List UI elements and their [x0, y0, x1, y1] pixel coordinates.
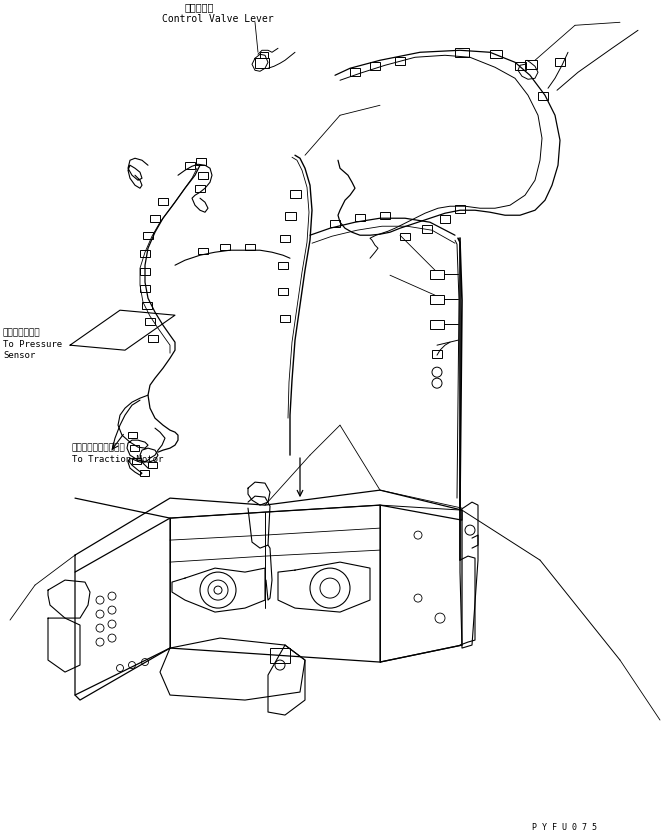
Bar	[140, 285, 150, 292]
Bar	[198, 248, 208, 254]
Text: 日カセンサーへ: 日カセンサーへ	[3, 328, 41, 337]
Bar	[220, 244, 230, 250]
Text: Sensor: Sensor	[3, 352, 35, 360]
Text: To Traction Motor: To Traction Motor	[72, 455, 164, 464]
Bar	[148, 462, 157, 468]
Bar	[142, 302, 152, 310]
Bar	[132, 458, 141, 464]
Bar	[140, 268, 150, 275]
Bar	[140, 250, 150, 258]
Bar	[430, 320, 444, 329]
Bar	[278, 263, 288, 269]
Bar	[538, 92, 548, 101]
Bar	[150, 216, 160, 222]
Bar	[555, 58, 565, 66]
Bar	[198, 172, 208, 180]
Bar	[515, 62, 526, 70]
Bar	[330, 220, 340, 227]
Bar	[370, 62, 380, 70]
Bar	[278, 289, 288, 295]
Text: P Y F U 0 7 5: P Y F U 0 7 5	[532, 823, 597, 832]
Bar	[455, 206, 465, 213]
Bar	[260, 52, 268, 58]
Bar	[432, 350, 442, 358]
Bar	[270, 648, 290, 663]
Bar	[196, 159, 206, 165]
Bar	[245, 244, 255, 250]
Bar	[280, 235, 290, 242]
Bar	[148, 335, 158, 342]
Bar	[195, 185, 205, 192]
Text: トラクションモータへ: トラクションモータへ	[72, 443, 126, 452]
Bar	[422, 225, 432, 233]
Bar	[255, 58, 269, 68]
Text: 制レバー部: 制レバー部	[185, 3, 214, 13]
Bar	[128, 432, 137, 438]
Bar	[380, 212, 390, 219]
Bar	[158, 198, 168, 206]
Bar	[290, 190, 301, 198]
Bar	[355, 214, 365, 221]
Bar	[455, 49, 469, 57]
Bar	[280, 315, 290, 322]
Bar	[400, 233, 410, 240]
Text: Control Valve Lever: Control Valve Lever	[162, 14, 274, 24]
Bar	[140, 470, 149, 476]
Bar	[145, 318, 155, 326]
Bar	[143, 232, 153, 239]
Bar	[430, 295, 444, 305]
Bar	[430, 270, 444, 279]
Bar	[525, 60, 537, 70]
Bar	[490, 50, 502, 58]
Bar	[130, 446, 139, 451]
Bar	[185, 162, 195, 169]
Bar	[440, 216, 450, 223]
Bar	[285, 212, 296, 220]
Bar	[395, 57, 405, 65]
Bar	[350, 68, 360, 76]
Text: To Pressure: To Pressure	[3, 340, 62, 349]
